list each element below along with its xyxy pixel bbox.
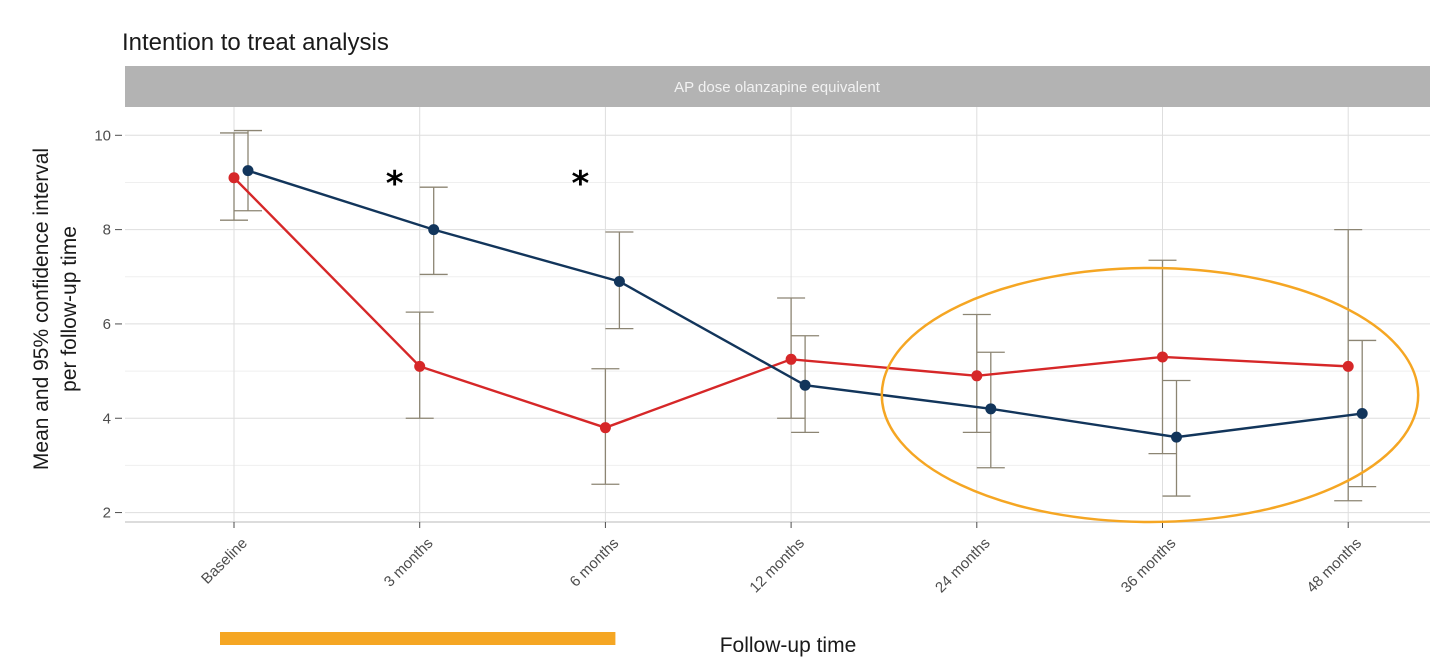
data-point <box>799 379 811 391</box>
gridlines <box>125 107 1430 523</box>
significance-asterisk: * <box>572 164 590 204</box>
y-tick-label: 10 <box>94 127 111 144</box>
facet-strip <box>125 66 1430 107</box>
x-axis: Baseline 3 months 6 months 12 months 24 mont… <box>198 522 1365 596</box>
y-axis-title-line-2: per follow-up time <box>58 226 81 392</box>
facet-strip-label: AP dose olanzapine equivalent <box>674 79 881 96</box>
data-point <box>1157 351 1168 363</box>
y-axis: 2 4 6 8 10 <box>94 127 122 522</box>
data-point <box>1171 431 1182 443</box>
x-tick-label: 36 months <box>1118 535 1180 597</box>
data-point <box>1342 360 1354 372</box>
y-tick-label: 6 <box>103 316 111 333</box>
data-point <box>785 353 797 365</box>
y-tick-label: 2 <box>103 505 111 522</box>
data-point <box>985 403 997 415</box>
chart-title: Intention to treat analysis <box>122 29 389 56</box>
series-lines <box>233 169 1363 439</box>
highlight-ellipse <box>880 266 1420 524</box>
y-axis-title-line-1: Mean and 95% confidence interval <box>30 148 53 470</box>
data-point <box>971 370 983 382</box>
x-tick-label: 12 months <box>746 535 808 597</box>
data-point <box>242 165 254 177</box>
significance-asterisk: * <box>386 164 404 204</box>
highlight-annotations <box>220 266 1420 645</box>
data-point <box>613 275 625 287</box>
x-tick-label: 3 months <box>381 535 437 591</box>
data-point <box>228 172 240 184</box>
y-tick-label: 4 <box>103 410 111 427</box>
x-tick-label: 48 months <box>1303 535 1365 597</box>
data-point <box>1356 408 1368 420</box>
data-point <box>599 422 611 434</box>
data-point <box>428 224 440 236</box>
highlight-underline <box>220 632 616 645</box>
x-tick-label: Baseline <box>198 535 251 588</box>
x-tick-label: 6 months <box>567 535 623 591</box>
series-points <box>228 165 1368 443</box>
x-axis-title: Follow-up time <box>720 634 857 657</box>
data-point <box>414 360 426 372</box>
x-tick-label: 24 months <box>932 535 994 597</box>
y-tick-label: 8 <box>103 222 111 239</box>
significance-markers: * * <box>386 164 590 204</box>
